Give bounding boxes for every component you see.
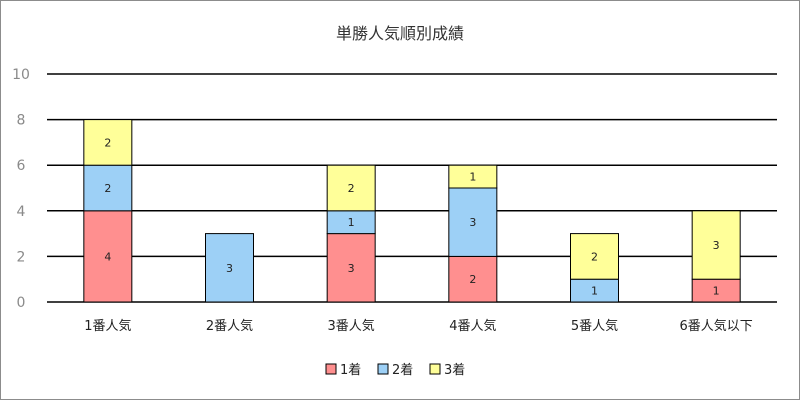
y-tick-label: 4 — [17, 204, 26, 220]
legend-swatch — [429, 363, 441, 375]
data-label: 1 — [591, 285, 598, 298]
category-label: 4番人気 — [449, 318, 496, 334]
category-label: 1番人気 — [84, 318, 131, 334]
legend-label: 1着 — [340, 362, 361, 378]
y-tick-label: 6 — [17, 158, 26, 174]
bar-segment[interactable] — [448, 164, 498, 189]
data-label: 2 — [104, 136, 111, 149]
legend-swatch — [325, 363, 337, 375]
bar-segment[interactable] — [326, 164, 376, 212]
data-label: 4 — [104, 250, 111, 263]
data-label: 3 — [348, 262, 355, 275]
bar-segment[interactable] — [691, 210, 741, 280]
category-label: 2番人気 — [206, 318, 253, 334]
legend-label: 2着 — [392, 362, 413, 378]
category-label: 3番人気 — [328, 318, 375, 334]
data-label: 3 — [469, 216, 476, 229]
bar-segment[interactable] — [448, 187, 498, 257]
data-label: 2 — [348, 182, 355, 195]
category-label: 5番人気 — [571, 318, 618, 334]
data-label: 1 — [469, 171, 476, 184]
y-tick-label: 8 — [17, 113, 26, 129]
data-label: 3 — [713, 239, 720, 252]
y-tick-label: 2 — [17, 249, 26, 265]
data-label: 3 — [226, 262, 233, 275]
category-label: 6番人気以下 — [680, 318, 753, 334]
data-label: 2 — [104, 182, 111, 195]
legend-label: 3着 — [444, 362, 465, 378]
data-label: 2 — [469, 273, 476, 286]
y-tick-label: 0 — [17, 295, 26, 311]
bar-segment[interactable] — [570, 233, 619, 280]
data-label: 1 — [713, 285, 720, 298]
bar-segment[interactable] — [326, 233, 376, 303]
bar-segment[interactable] — [83, 210, 133, 303]
chart-title: 単勝人気順別成績 — [335, 24, 464, 43]
bar-segment[interactable] — [205, 233, 254, 303]
y-tick-label: 10 — [12, 67, 30, 83]
legend-swatch — [377, 363, 389, 375]
data-label: 2 — [591, 250, 598, 263]
bar-segment[interactable] — [83, 119, 133, 166]
data-label: 1 — [348, 216, 355, 229]
